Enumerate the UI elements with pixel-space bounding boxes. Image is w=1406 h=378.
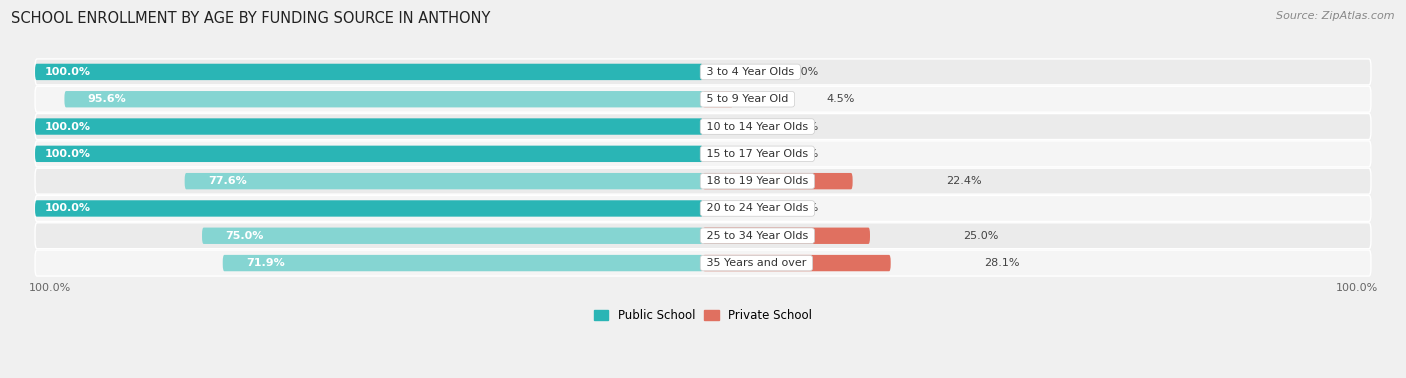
Text: 20 to 24 Year Olds: 20 to 24 Year Olds (703, 203, 811, 214)
Text: 100.0%: 100.0% (45, 149, 91, 159)
Text: 3 to 4 Year Olds: 3 to 4 Year Olds (703, 67, 797, 77)
Text: 75.0%: 75.0% (225, 231, 264, 241)
Text: 0.0%: 0.0% (790, 122, 818, 132)
FancyBboxPatch shape (35, 141, 1371, 167)
FancyBboxPatch shape (202, 228, 703, 244)
FancyBboxPatch shape (35, 59, 1371, 85)
FancyBboxPatch shape (35, 146, 703, 162)
FancyBboxPatch shape (35, 86, 1371, 112)
Text: 95.6%: 95.6% (87, 94, 127, 104)
Text: 35 Years and over: 35 Years and over (703, 258, 810, 268)
FancyBboxPatch shape (703, 255, 890, 271)
Text: 5 to 9 Year Old: 5 to 9 Year Old (703, 94, 792, 104)
Text: 0.0%: 0.0% (790, 203, 818, 214)
Text: 100.0%: 100.0% (1336, 283, 1378, 293)
Text: 28.1%: 28.1% (984, 258, 1019, 268)
Text: 18 to 19 Year Olds: 18 to 19 Year Olds (703, 176, 811, 186)
FancyBboxPatch shape (703, 173, 852, 189)
Text: 4.5%: 4.5% (827, 94, 855, 104)
FancyBboxPatch shape (703, 228, 870, 244)
FancyBboxPatch shape (35, 195, 1371, 222)
Text: 15 to 17 Year Olds: 15 to 17 Year Olds (703, 149, 811, 159)
FancyBboxPatch shape (35, 200, 703, 217)
FancyBboxPatch shape (703, 91, 733, 107)
FancyBboxPatch shape (184, 173, 703, 189)
Text: 77.6%: 77.6% (208, 176, 247, 186)
FancyBboxPatch shape (65, 91, 703, 107)
Text: 25.0%: 25.0% (963, 231, 998, 241)
Text: 100.0%: 100.0% (28, 283, 70, 293)
FancyBboxPatch shape (35, 64, 703, 80)
Text: SCHOOL ENROLLMENT BY AGE BY FUNDING SOURCE IN ANTHONY: SCHOOL ENROLLMENT BY AGE BY FUNDING SOUR… (11, 11, 491, 26)
Text: 0.0%: 0.0% (790, 149, 818, 159)
Text: 71.9%: 71.9% (246, 258, 285, 268)
Text: 100.0%: 100.0% (45, 203, 91, 214)
FancyBboxPatch shape (35, 113, 1371, 139)
FancyBboxPatch shape (35, 223, 1371, 249)
Text: 100.0%: 100.0% (45, 67, 91, 77)
Text: 25 to 34 Year Olds: 25 to 34 Year Olds (703, 231, 811, 241)
Text: Source: ZipAtlas.com: Source: ZipAtlas.com (1277, 11, 1395, 21)
FancyBboxPatch shape (35, 168, 1371, 194)
Text: 100.0%: 100.0% (45, 122, 91, 132)
FancyBboxPatch shape (35, 250, 1371, 276)
Text: 10 to 14 Year Olds: 10 to 14 Year Olds (703, 122, 811, 132)
Text: 22.4%: 22.4% (946, 176, 981, 186)
Legend: Public School, Private School: Public School, Private School (589, 304, 817, 327)
Text: 0.0%: 0.0% (790, 67, 818, 77)
FancyBboxPatch shape (35, 118, 703, 135)
FancyBboxPatch shape (222, 255, 703, 271)
